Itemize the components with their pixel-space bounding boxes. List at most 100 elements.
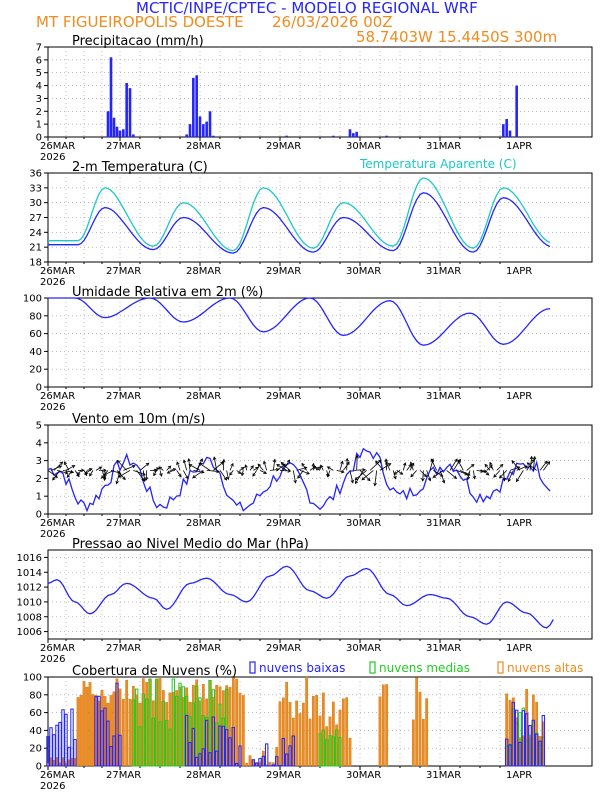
cloud-high-bar bbox=[301, 702, 305, 767]
wind-arrowhead bbox=[384, 458, 388, 462]
wind-vector bbox=[346, 458, 348, 471]
wind-arrowhead bbox=[340, 460, 344, 465]
cloud-low-bar bbox=[52, 734, 56, 767]
wind-vector bbox=[56, 470, 68, 474]
run-label: 26/03/2026 00Z bbox=[272, 13, 393, 31]
x-tick-label: 1APR bbox=[506, 518, 532, 529]
cloud-high-bar bbox=[425, 698, 429, 767]
cloud-low-bar bbox=[288, 745, 292, 767]
wind-vector bbox=[484, 464, 491, 471]
y-tick-label: 1 bbox=[36, 120, 42, 131]
wind-vector bbox=[369, 459, 382, 471]
wind-arrowhead bbox=[280, 461, 285, 466]
y-tick-label: 1012 bbox=[17, 583, 42, 594]
cloud-high-bar bbox=[285, 681, 289, 767]
wind-arrowhead bbox=[466, 472, 471, 476]
wind-vector bbox=[374, 470, 378, 486]
wind-vector bbox=[63, 461, 70, 471]
x-year-label: 2026 bbox=[40, 277, 65, 288]
cloud-low-bar bbox=[524, 713, 529, 767]
wind-vector bbox=[359, 470, 371, 481]
wind-vector bbox=[158, 466, 164, 471]
wind-arrowhead bbox=[483, 469, 488, 473]
wind-vector bbox=[467, 470, 471, 480]
wind-arrowhead bbox=[116, 459, 121, 464]
x-tick-label: 31MAR bbox=[426, 643, 461, 654]
cloud-low-bar bbox=[73, 739, 77, 767]
wind-arrowhead bbox=[507, 478, 511, 483]
cloud-high-bar bbox=[298, 713, 302, 767]
wind-arrowhead bbox=[153, 472, 157, 477]
cloud-low-bar bbox=[214, 750, 219, 767]
x-tick-label: 28MAR bbox=[186, 141, 221, 152]
y-tick-label: 5 bbox=[36, 421, 42, 432]
cloud-low-bar bbox=[274, 756, 279, 767]
cloud-low-bar bbox=[538, 740, 542, 767]
wind-arrowhead bbox=[240, 466, 245, 471]
wind-arrowhead bbox=[131, 464, 136, 469]
y-tick-label: 40 bbox=[29, 347, 42, 358]
precip-bar bbox=[348, 129, 352, 137]
precip-bar bbox=[502, 124, 505, 137]
wind-vector bbox=[166, 465, 171, 471]
wind-arrowhead bbox=[409, 461, 414, 466]
wind-arrowhead bbox=[489, 464, 493, 469]
cloud-mid-bar bbox=[178, 682, 182, 767]
wind-speed-line bbox=[47, 447, 551, 513]
wind-vector bbox=[118, 470, 131, 478]
precip-bar bbox=[285, 135, 288, 137]
wind-arrowhead bbox=[103, 468, 107, 473]
wind-vector bbox=[263, 461, 268, 471]
x-tick-label: 29MAR bbox=[266, 266, 301, 277]
wind-vector bbox=[476, 469, 484, 472]
x-tick-label: 26MAR bbox=[40, 643, 75, 654]
cloud-low-bar bbox=[194, 756, 199, 767]
cloud-low-bar bbox=[224, 729, 229, 767]
y-tick-label: 1006 bbox=[17, 627, 42, 638]
precip-bar bbox=[115, 126, 119, 137]
cloud-low-bar bbox=[118, 734, 122, 767]
y-tick-label: 3 bbox=[36, 94, 42, 105]
wind-vector bbox=[249, 465, 254, 471]
wind-arrowhead bbox=[427, 477, 432, 482]
y-tick-label: 0 bbox=[36, 133, 42, 144]
x-tick-label: 28MAR bbox=[186, 518, 221, 529]
precip-bar bbox=[109, 57, 113, 137]
y-tick-label: 21 bbox=[29, 243, 42, 254]
y-tick-label: 7 bbox=[36, 43, 42, 54]
cloud-low-bar bbox=[64, 713, 68, 767]
x-tick-label: 31MAR bbox=[426, 518, 461, 529]
y-tick-label: 27 bbox=[29, 213, 42, 224]
x-tick-label: 30MAR bbox=[346, 141, 381, 152]
wind-vector bbox=[422, 470, 424, 481]
wind-vector bbox=[116, 470, 126, 480]
wind-arrowhead bbox=[350, 479, 354, 484]
x-tick-label: 30MAR bbox=[346, 770, 381, 781]
y-tick-label: 80 bbox=[29, 311, 42, 322]
wind-vector bbox=[65, 465, 75, 471]
y-tick-label: 20 bbox=[29, 365, 42, 376]
wind-arrowhead bbox=[326, 466, 331, 470]
cloud-mid-bar bbox=[181, 686, 186, 767]
wind-vector bbox=[516, 470, 524, 482]
x-tick-label: 29MAR bbox=[266, 141, 301, 152]
wind-vector bbox=[117, 460, 127, 471]
y-tick-label: 24 bbox=[29, 228, 42, 239]
x-tick-label: 27MAR bbox=[106, 141, 141, 152]
cloud-low-bar bbox=[97, 695, 101, 767]
cloud-high-bar bbox=[315, 695, 319, 767]
wind-arrowhead bbox=[524, 465, 528, 469]
wind-vector bbox=[301, 463, 307, 471]
cloud-high-bar bbox=[88, 682, 92, 767]
panel-title: Precipitacao (mm/h) bbox=[72, 34, 204, 49]
panel-title: Cobertura de Nuvens (%) bbox=[72, 664, 237, 679]
wind-vector bbox=[53, 461, 63, 471]
wind-arrowhead bbox=[276, 464, 280, 468]
wind-arrowhead bbox=[199, 458, 203, 462]
wind-vector bbox=[167, 470, 174, 474]
precip-bar bbox=[112, 117, 116, 137]
wind-arrowhead bbox=[306, 471, 310, 475]
wind-vector bbox=[245, 464, 248, 471]
legend-label: nuvens baixas bbox=[259, 661, 345, 675]
